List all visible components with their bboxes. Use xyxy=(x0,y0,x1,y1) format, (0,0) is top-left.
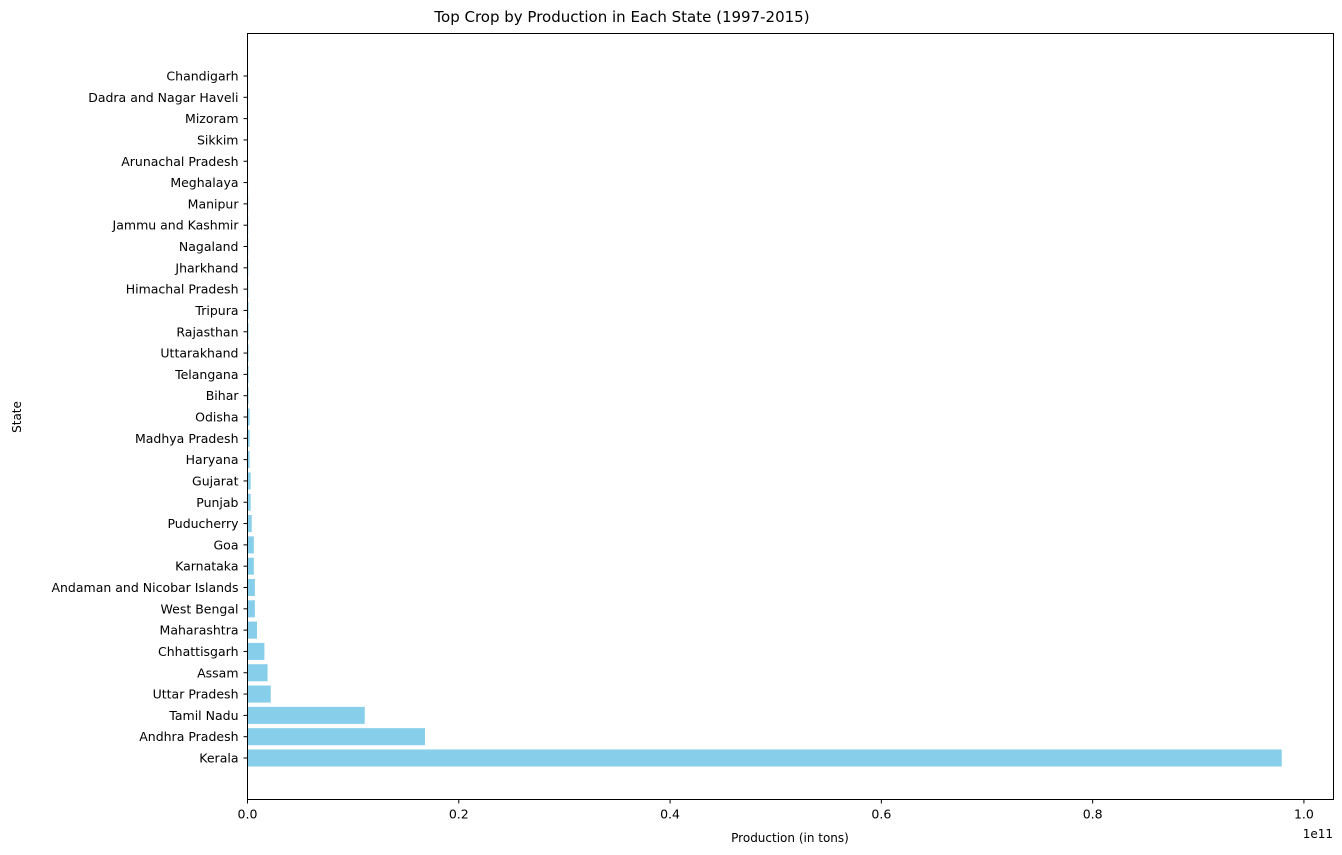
bar xyxy=(247,728,425,746)
bar xyxy=(247,706,365,724)
bar xyxy=(247,578,255,597)
bar xyxy=(247,387,249,405)
y-tick-label: Kerala xyxy=(199,751,238,766)
x-axis-ticks: 0.0 0.2 0.4 0.6 0.8 1.0 xyxy=(238,799,1314,822)
x-axis-label: Production (in tons) xyxy=(731,831,849,845)
y-tick-label: Chhattisgarh xyxy=(158,644,238,659)
y-tick-label: Uttarakhand xyxy=(160,346,238,361)
bar xyxy=(247,515,252,533)
y-tick-label: Jammu and Kashmir xyxy=(112,218,240,233)
y-tick-label: Himachal Pradesh xyxy=(126,282,239,297)
bar xyxy=(247,749,1282,767)
bar xyxy=(247,323,249,341)
y-axis-ticks: Kerala Andhra Pradesh Tamil Nadu Uttar Prad… xyxy=(51,69,248,766)
bar xyxy=(247,344,249,362)
x-tick-label: 0.6 xyxy=(871,807,891,822)
x-tick-label: 1.0 xyxy=(1294,807,1314,822)
y-tick-label: Odisha xyxy=(195,410,238,425)
bar xyxy=(247,621,258,639)
y-tick-label: Andaman and Nicobar Islands xyxy=(51,580,238,595)
y-tick-label: Bihar xyxy=(206,388,240,403)
y-tick-label: Jharkhand xyxy=(174,260,238,275)
y-tick-label: Assam xyxy=(197,665,238,680)
bar xyxy=(247,451,250,469)
x-tick-label: 0.0 xyxy=(238,807,258,822)
x-tick-label: 0.8 xyxy=(1083,807,1103,822)
y-tick-label: Telangana xyxy=(174,367,238,382)
y-tick-label: Sikkim xyxy=(197,132,239,147)
y-tick-label: Haryana xyxy=(186,452,239,467)
bar xyxy=(247,557,254,575)
chart-title: Top Crop by Production in Each State (19… xyxy=(433,8,809,26)
y-tick-label: Rajasthan xyxy=(176,324,238,339)
bar xyxy=(247,600,255,618)
y-tick-label: Chandigarh xyxy=(166,69,238,84)
bars xyxy=(247,67,1282,767)
y-tick-label: Madhya Pradesh xyxy=(135,431,239,446)
y-tick-label: Karnataka xyxy=(175,559,238,574)
x-axis-scale-label: 1e11 xyxy=(1303,827,1333,841)
y-tick-label: Arunachal Pradesh xyxy=(121,154,238,169)
bar xyxy=(247,664,268,682)
y-tick-label: West Bengal xyxy=(161,601,239,616)
bar xyxy=(247,365,249,383)
bar xyxy=(247,429,250,447)
y-tick-label: Uttar Pradesh xyxy=(153,687,239,702)
y-tick-label: Tamil Nadu xyxy=(168,708,238,723)
y-axis-label: State xyxy=(10,401,24,433)
y-tick-label: Manipur xyxy=(188,196,240,211)
bar xyxy=(247,472,251,490)
bar xyxy=(247,685,271,703)
y-tick-label: Nagaland xyxy=(179,239,239,254)
y-tick-label: Goa xyxy=(214,537,239,552)
plot-frame xyxy=(247,33,1334,800)
y-tick-label: Tripura xyxy=(194,303,238,318)
y-tick-label: Andhra Pradesh xyxy=(139,729,238,744)
y-tick-label: Mizoram xyxy=(185,111,238,126)
y-tick-label: Dadra and Nagar Haveli xyxy=(88,90,238,105)
bar xyxy=(247,642,265,660)
y-tick-label: Gujarat xyxy=(192,473,239,488)
x-tick-label: 0.2 xyxy=(449,807,469,822)
x-tick-label: 0.4 xyxy=(660,807,680,822)
bar xyxy=(247,493,251,511)
bar xyxy=(247,536,254,554)
bar xyxy=(247,408,250,426)
y-tick-label: Puducherry xyxy=(167,516,239,531)
y-tick-label: Maharashtra xyxy=(160,623,239,638)
y-tick-label: Meghalaya xyxy=(170,175,238,190)
bar xyxy=(247,301,249,319)
y-tick-label: Punjab xyxy=(196,495,238,510)
